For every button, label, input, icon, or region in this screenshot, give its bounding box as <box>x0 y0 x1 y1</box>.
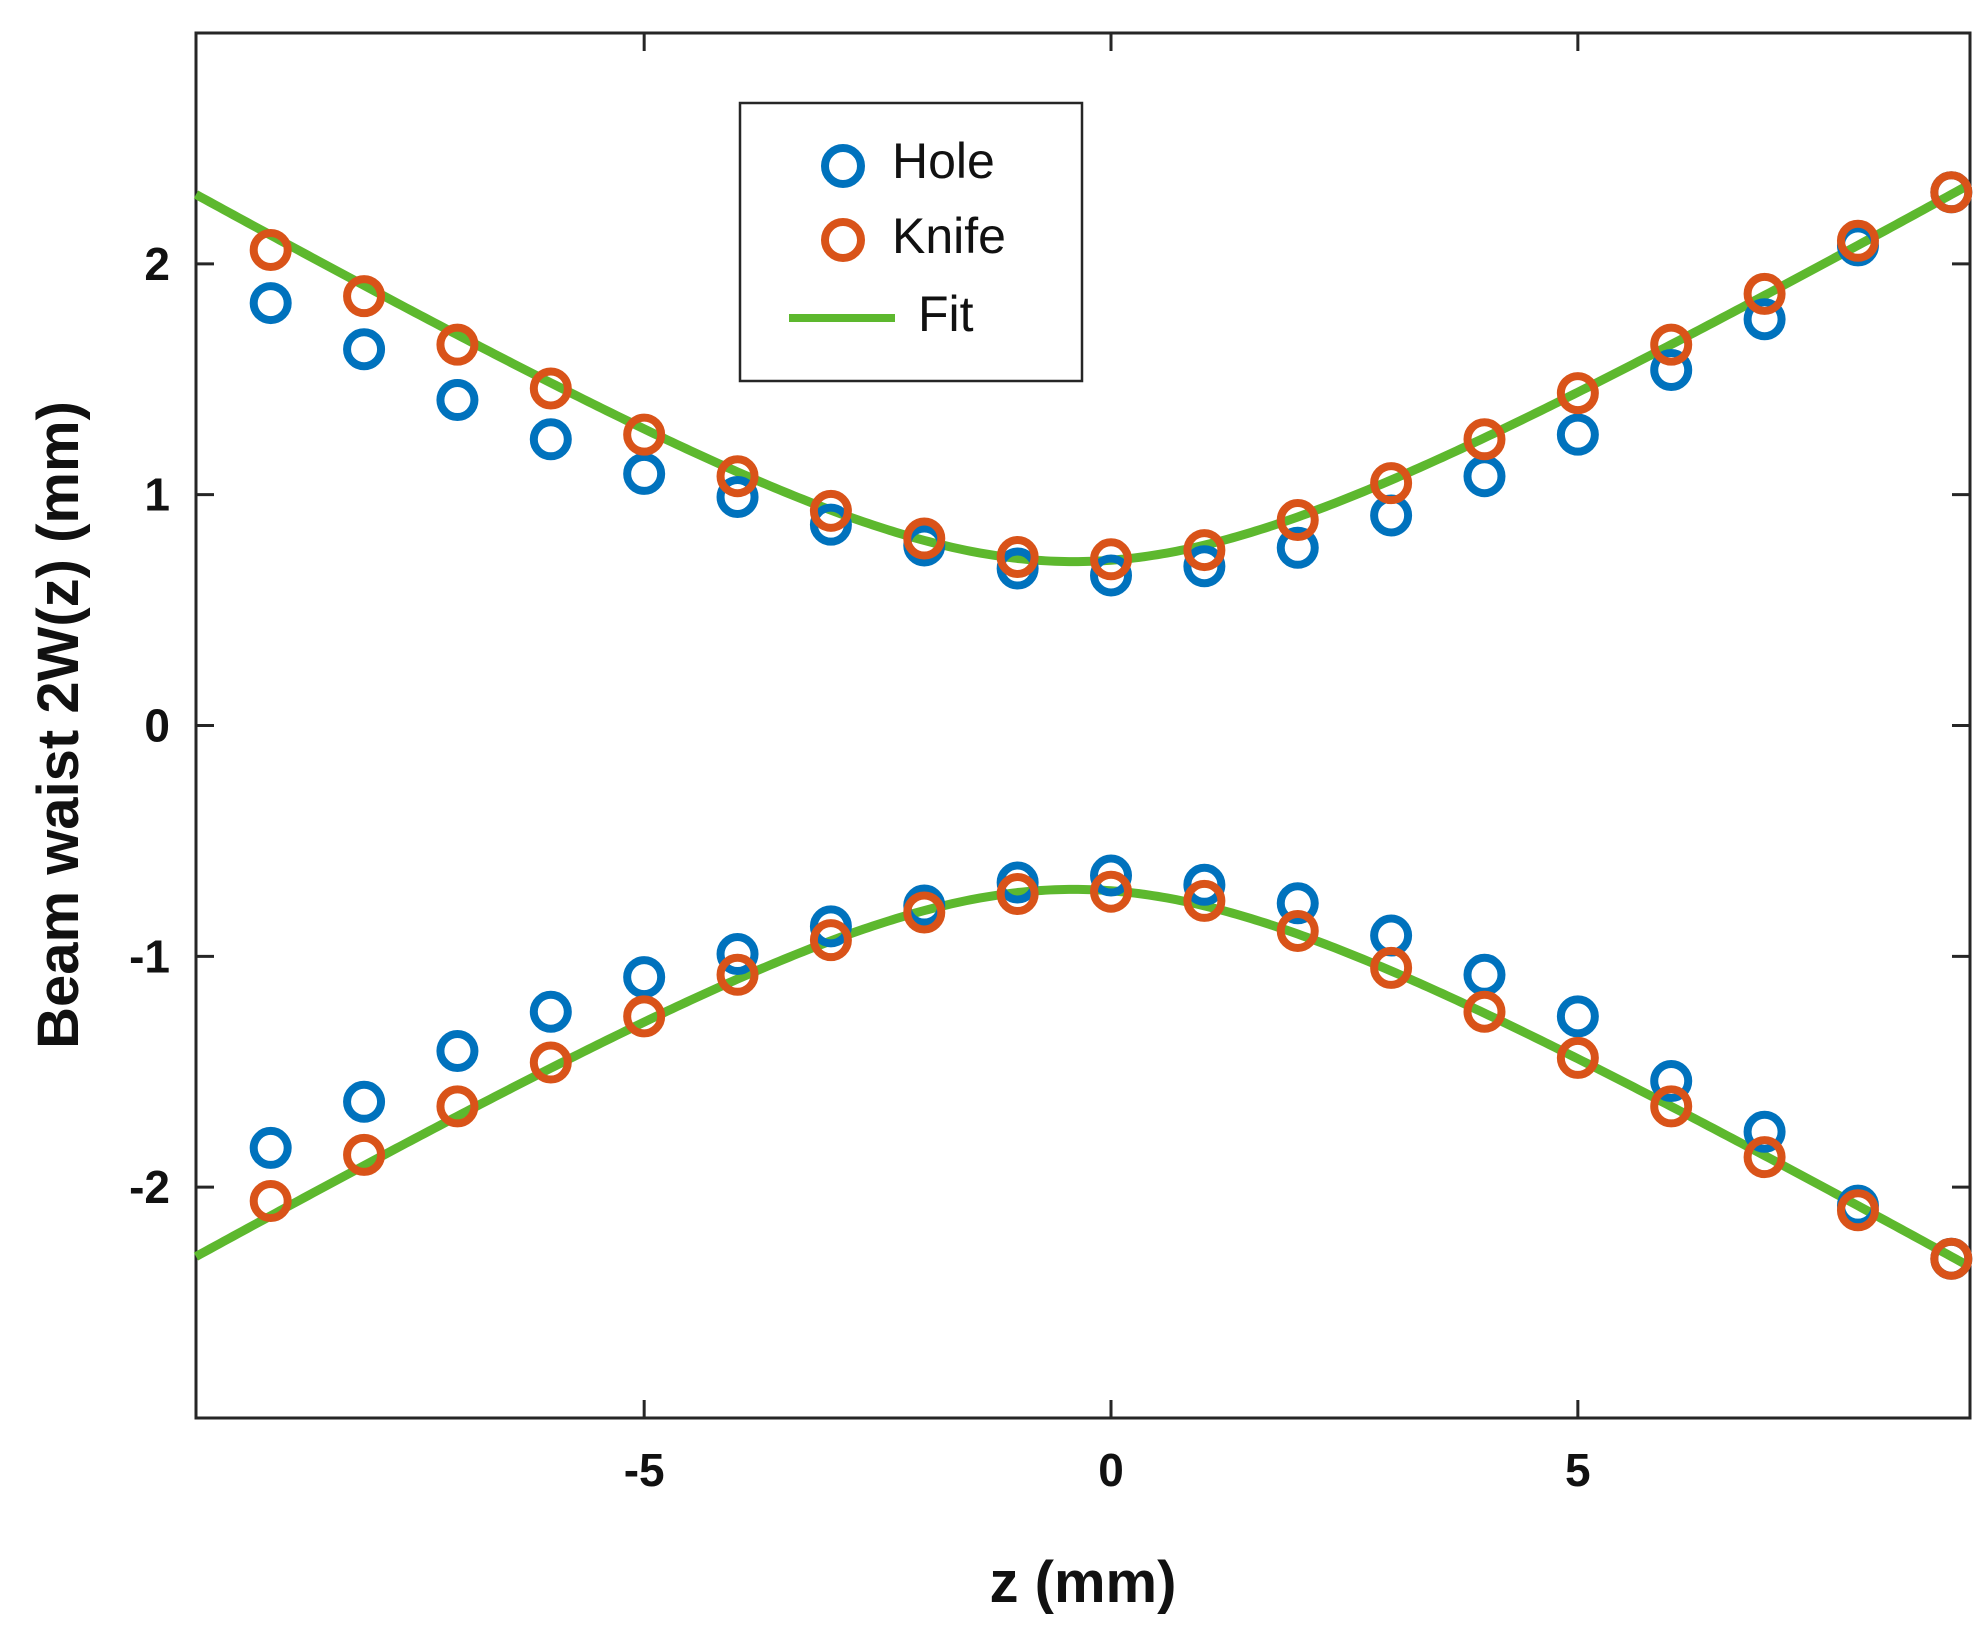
hole-point <box>436 1029 479 1072</box>
knife-point <box>1836 1189 1879 1232</box>
hole-point <box>1743 298 1786 341</box>
knife-point <box>716 455 759 498</box>
fit-curve-upper <box>193 180 1973 567</box>
hole-point <box>1183 863 1226 906</box>
legend: Hole Knife Fit <box>738 101 1084 383</box>
y-tick-label: 1 <box>144 469 170 521</box>
hole-point <box>623 956 666 999</box>
knife-point <box>1276 499 1319 542</box>
knife-point <box>1930 171 1973 214</box>
axis-ticks <box>196 33 1970 1418</box>
knife-point <box>529 367 572 410</box>
legend-knife-marker <box>821 218 865 262</box>
knife-point <box>1743 1136 1786 1179</box>
knife-point <box>1930 1237 1973 1280</box>
knife-point <box>436 323 479 366</box>
knife-point <box>249 1180 292 1223</box>
legend-hole-label: Hole <box>892 133 995 189</box>
hole-point <box>529 990 572 1033</box>
knife-point <box>903 891 946 934</box>
hole-point <box>623 452 666 495</box>
hole-series <box>249 171 1973 1280</box>
hole-point <box>809 905 852 948</box>
fit-series <box>193 180 1973 1271</box>
knife-point <box>1276 909 1319 952</box>
knife-point <box>623 995 666 1038</box>
x-tick-label: 5 <box>1565 1444 1591 1496</box>
knife-point <box>1090 538 1133 581</box>
knife-point <box>1650 1085 1693 1128</box>
knife-point <box>249 228 292 271</box>
y-axis-label: Beam waist 2W(z) (mm) <box>26 401 91 1049</box>
knife-point <box>1463 418 1506 461</box>
hole-point <box>1743 1110 1786 1153</box>
x-tick-labels: -5 0 5 <box>624 1444 1591 1496</box>
knife-point <box>1463 990 1506 1033</box>
y-tick-label: -2 <box>129 1161 170 1213</box>
hole-point <box>1183 545 1226 588</box>
hole-point <box>1556 995 1599 1038</box>
fit-curve-lower <box>193 884 1973 1271</box>
hole-point <box>249 282 292 325</box>
x-axis-label: z (mm) <box>990 1550 1177 1615</box>
knife-point <box>343 1133 386 1176</box>
y-tick-labels: -2 -1 0 1 2 <box>129 238 170 1213</box>
hole-point <box>343 1080 386 1123</box>
knife-point <box>996 535 1039 578</box>
hole-point <box>1090 554 1133 597</box>
knife-point <box>716 953 759 996</box>
knife-point <box>436 1085 479 1128</box>
knife-point <box>1556 372 1599 415</box>
y-tick-label: 0 <box>144 700 170 752</box>
knife-point <box>809 489 852 532</box>
knife-point <box>343 275 386 318</box>
knife-point <box>1183 529 1226 572</box>
hole-point <box>436 379 479 422</box>
hole-point <box>1276 526 1319 569</box>
knife-point <box>1556 1036 1599 1079</box>
knife-series <box>249 171 1973 1280</box>
knife-point <box>1836 219 1879 262</box>
hole-point <box>343 328 386 371</box>
hole-point <box>716 933 759 976</box>
hole-point <box>716 475 759 518</box>
knife-point <box>809 919 852 962</box>
knife-point <box>1090 870 1133 913</box>
hole-point <box>249 1126 292 1169</box>
hole-point <box>1556 413 1599 456</box>
hole-point <box>1090 854 1133 897</box>
y-tick-label: -1 <box>129 930 170 982</box>
legend-box <box>738 101 1084 383</box>
hole-point <box>1276 882 1319 925</box>
knife-point <box>623 413 666 456</box>
knife-point <box>1370 462 1413 505</box>
knife-point <box>1183 879 1226 922</box>
knife-point <box>1650 323 1693 366</box>
y-tick-label: 2 <box>144 238 170 290</box>
knife-point <box>996 873 1039 916</box>
knife-point <box>1743 272 1786 315</box>
knife-point <box>529 1041 572 1084</box>
legend-fit-label: Fit <box>918 286 974 342</box>
hole-point <box>809 503 852 546</box>
x-tick-label: 0 <box>1098 1444 1124 1496</box>
x-tick-label: -5 <box>624 1444 665 1496</box>
knife-point <box>1370 946 1413 989</box>
legend-knife-label: Knife <box>892 208 1006 264</box>
knife-point <box>903 517 946 560</box>
hole-point <box>1650 349 1693 392</box>
hole-point <box>1650 1059 1693 1102</box>
hole-point <box>529 418 572 461</box>
legend-hole-marker <box>821 144 865 188</box>
